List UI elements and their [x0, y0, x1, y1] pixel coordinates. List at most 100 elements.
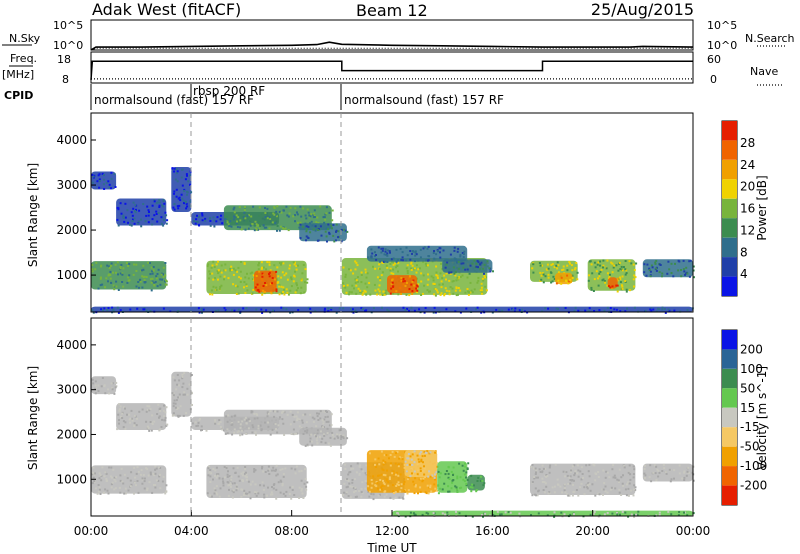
- power-speckle: [275, 270, 278, 273]
- velocity-speckle: [338, 433, 341, 436]
- power-speckle: [395, 260, 398, 263]
- velocity-speckle: [163, 415, 166, 418]
- velocity-speckle: [284, 467, 287, 470]
- power-speckle: [103, 307, 106, 310]
- velocity-speckle: [359, 464, 362, 467]
- power-speckle: [426, 283, 429, 286]
- power-speckle: [590, 263, 593, 266]
- velocity-speckle: [451, 479, 454, 482]
- power-speckle: [424, 262, 427, 265]
- power-speckle: [389, 269, 392, 272]
- velocity-speckle: [231, 423, 234, 426]
- velocity-speckle: [349, 496, 352, 499]
- velocity-region-0: [91, 465, 168, 495]
- power-speckle: [350, 291, 353, 294]
- velocity-speckle: [124, 421, 127, 424]
- velocity-speckle: [628, 464, 631, 467]
- velocity-speckle: [227, 484, 230, 487]
- velocity-speckle: [95, 387, 98, 390]
- power-speckle: [573, 310, 576, 313]
- velocity-speckle: [315, 439, 318, 442]
- velocity-speckle: [243, 418, 246, 421]
- velocity-speckle: [469, 486, 472, 489]
- power-speckle: [243, 281, 246, 284]
- velocity-speckle: [224, 476, 226, 479]
- freq-line: [90, 60, 693, 80]
- power-speckle: [285, 205, 288, 208]
- velocity-speckle: [239, 426, 242, 429]
- velocity-speckle: [282, 422, 285, 425]
- power-speckle: [404, 285, 407, 287]
- power-speckle: [209, 220, 212, 222]
- velocity-speckle: [228, 475, 231, 478]
- power-speckle: [452, 292, 455, 295]
- velocity-speckle: [627, 487, 630, 490]
- power-colorbar-label: Power [dB]: [755, 175, 769, 240]
- velocity-speckle: [289, 486, 292, 489]
- power-speckle: [91, 270, 94, 273]
- power-speckle: [382, 247, 385, 250]
- velocity-speckle: [396, 490, 399, 493]
- velocity-speckle: [367, 485, 370, 488]
- velocity-speckle: [176, 407, 178, 410]
- power-speckle: [342, 266, 345, 269]
- power-speckle: [230, 269, 233, 271]
- velocity-speckle: [422, 461, 424, 464]
- power-speckle: [364, 290, 367, 293]
- velocity-colorbar-cell: [722, 330, 737, 350]
- velocity-speckle: [136, 417, 138, 420]
- power-speckle: [126, 281, 129, 284]
- velocity-speckle: [331, 431, 334, 434]
- velocity-speckle: [277, 481, 280, 484]
- power-speckle: [133, 263, 136, 266]
- power-speckle: [303, 291, 306, 294]
- velocity-speckle: [360, 491, 363, 494]
- velocity-speckle: [482, 515, 484, 518]
- velocity-speckle: [665, 472, 668, 475]
- power-speckle: [375, 254, 377, 256]
- velocity-speckle: [92, 382, 95, 385]
- velocity-speckle: [644, 477, 646, 480]
- power-speckle: [467, 293, 470, 296]
- power-speckle: [251, 278, 254, 281]
- power-speckle: [272, 212, 275, 215]
- velocity-speckle: [612, 464, 615, 467]
- power-speckle: [255, 228, 258, 231]
- power-speckle: [420, 272, 423, 275]
- power-speckle: [625, 288, 628, 291]
- velocity-speckle: [465, 483, 468, 485]
- velocity-speckle: [406, 464, 409, 467]
- power-speckle: [322, 216, 325, 219]
- velocity-speckle: [456, 488, 458, 491]
- velocity-speckle: [130, 409, 133, 412]
- velocity-speckle: [451, 481, 454, 484]
- power-speckle: [307, 211, 310, 214]
- velocity-speckle: [441, 512, 444, 515]
- power-speckle: [363, 289, 366, 292]
- velocity-speckle: [133, 414, 136, 417]
- power-speckle: [405, 246, 408, 249]
- velocity-speckle: [597, 492, 600, 495]
- velocity-speckle: [683, 471, 686, 474]
- power-speckle: [134, 210, 136, 212]
- power-speckle: [479, 268, 481, 271]
- power-speckle: [382, 260, 385, 263]
- velocity-speckle: [351, 479, 354, 481]
- velocity-speckle: [581, 473, 584, 475]
- power-speckle: [221, 222, 224, 225]
- power-speckle: [175, 168, 178, 171]
- power-speckle: [453, 272, 456, 275]
- velocity-speckle: [604, 490, 607, 493]
- power-speckle: [360, 307, 363, 310]
- velocity-speckle: [425, 451, 428, 454]
- power-speckle: [385, 264, 388, 267]
- power-speckle: [155, 210, 158, 213]
- velocity-speckle: [244, 468, 247, 471]
- velocity-speckle: [150, 429, 153, 432]
- power-speckle: [692, 269, 695, 272]
- power-speckle: [392, 268, 395, 271]
- power-region-fill: [171, 167, 192, 212]
- power-speckle: [416, 284, 419, 287]
- power-speckle: [602, 266, 604, 269]
- velocity-speckle: [280, 480, 283, 483]
